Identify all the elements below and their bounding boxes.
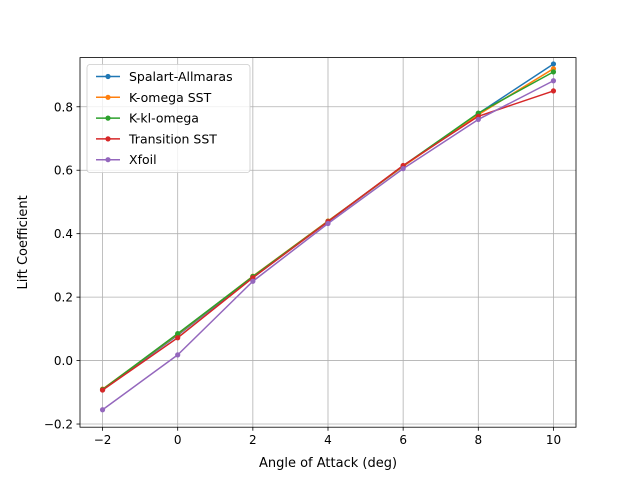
ticks: −2 0 2 4 6 8 10 −0.2 0.0 0.2 0.4 0.6 0.8 [44,100,561,447]
y-tick-label: 0.8 [54,100,73,114]
x-tick-label: 6 [399,433,407,447]
x-tick-label: 0 [174,433,182,447]
y-axis-label: Lift Coefficient [16,195,31,289]
series-point [325,220,331,227]
x-tick-label: 4 [324,433,332,447]
legend-label: Transition SST [128,131,217,146]
series-point [250,278,256,284]
legend-label: K-omega SST [129,90,212,105]
series-point [550,88,557,94]
x-axis-label: Angle of Attack (deg) [259,456,397,471]
legend-label: Xfoil [129,152,157,167]
series-point [175,331,181,337]
series-point [175,352,181,358]
series-point [99,407,106,413]
legend-swatch-marker [105,136,111,142]
x-tick-label: 8 [474,433,482,447]
legend: Spalart-Allmaras K-omega SST K-kl-omega Tra… [86,64,251,173]
legend-swatch-marker [105,73,111,80]
legend-box [86,64,251,173]
legend-label: Spalart-Allmaras [129,69,233,84]
x-tick-label: 2 [249,433,257,447]
series-point [99,387,106,393]
series-point [550,78,557,84]
y-tick-label: 0.4 [54,227,73,241]
grid [80,57,576,428]
series-point [475,116,481,123]
series-point [175,335,181,341]
legend-label: K-kl-omega [129,111,199,126]
y-tick-label: 0.6 [54,164,73,178]
y-tick-label: 0.2 [54,291,73,305]
series-point [550,69,557,75]
series-point [550,61,557,67]
y-tick-label: 0.0 [54,354,73,368]
legend-swatch-marker [105,157,111,163]
y-tick-label: −0.2 [44,418,73,432]
x-tick-label: 10 [546,433,561,447]
legend-swatch-marker [105,94,111,100]
legend-swatch-marker [105,115,111,121]
series-layer [99,61,557,413]
series-point [400,166,406,172]
x-tick-label: −2 [94,433,112,447]
